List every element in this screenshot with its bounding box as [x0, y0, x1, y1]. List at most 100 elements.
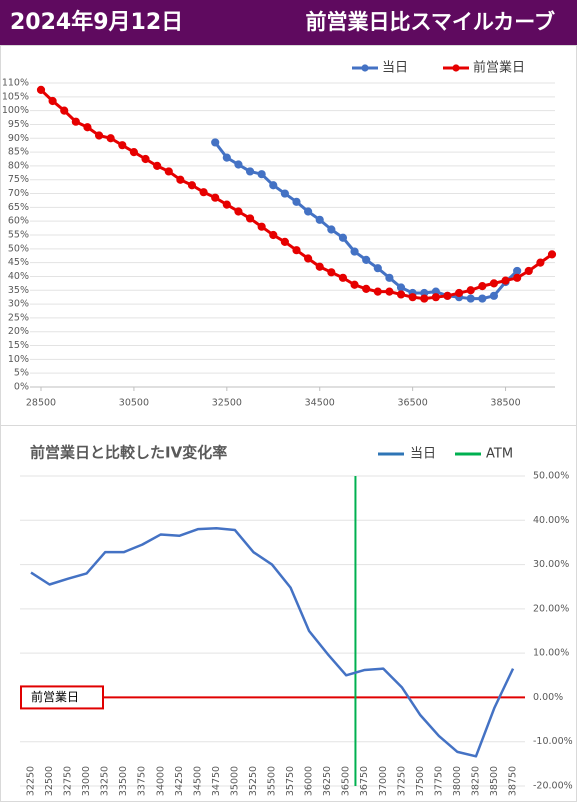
y-tick-label: 20%: [8, 326, 29, 337]
x-tick-label: 35250: [248, 766, 259, 796]
y-tick-label: 60%: [8, 216, 29, 227]
y-tick-label: 30.00%: [533, 559, 569, 570]
y-tick-label: 10.00%: [533, 648, 569, 659]
legend-label: ATM: [486, 447, 513, 462]
point: [362, 255, 371, 264]
point: [536, 258, 545, 267]
point: [547, 250, 557, 259]
chart-title: 前営業日と比較したIV変化率: [30, 444, 227, 462]
point: [524, 266, 533, 276]
point: [373, 264, 382, 273]
point: [431, 293, 440, 302]
point: [118, 141, 127, 150]
y-tick-label: 30%: [8, 299, 29, 310]
y-tick-label: 25%: [8, 312, 29, 323]
point: [94, 131, 104, 140]
point: [48, 96, 57, 106]
point: [396, 290, 406, 299]
x-tick-label: 33000: [81, 766, 92, 796]
point: [106, 134, 115, 143]
x-tick-label: 33500: [118, 766, 129, 796]
point: [420, 294, 429, 303]
x-tick-label: 34000: [155, 766, 166, 796]
point: [327, 268, 336, 277]
y-tick-label: 65%: [8, 202, 29, 213]
y-tick-label: 45%: [8, 257, 29, 268]
x-tick-label: 38750: [508, 766, 519, 796]
x-tick-label: 36500: [398, 398, 428, 409]
point: [245, 167, 255, 176]
point: [222, 200, 231, 209]
y-tick-label: 50.00%: [533, 471, 569, 482]
x-tick-label: 38000: [452, 766, 463, 796]
x-tick-label: 38500: [489, 766, 500, 796]
x-tick-label: 36500: [341, 766, 352, 796]
point: [141, 154, 150, 164]
y-tick-label: 95%: [8, 119, 29, 130]
point: [71, 117, 80, 126]
x-tick-label: 36250: [322, 766, 333, 796]
point: [396, 283, 406, 292]
y-tick-label: 0.00%: [533, 692, 563, 703]
point: [489, 279, 499, 288]
y-tick-label: 80%: [8, 160, 29, 171]
header-date: 2024年9月12日: [10, 9, 183, 35]
point: [478, 294, 487, 303]
y-tick-label: 85%: [8, 147, 29, 158]
x-tick-label: 28500: [26, 398, 56, 409]
y-tick-label: 40.00%: [533, 515, 569, 526]
point: [350, 247, 359, 256]
point: [373, 287, 382, 296]
x-tick-label: 30500: [119, 398, 149, 409]
y-tick-label: 0%: [14, 382, 29, 393]
x-tick-label: 34500: [305, 398, 335, 409]
y-tick-label: 55%: [8, 230, 29, 241]
x-tick-label: 35500: [267, 766, 278, 796]
y-tick-label: 5%: [14, 368, 29, 379]
point: [280, 237, 289, 247]
x-tick-label: 32750: [63, 766, 74, 796]
annotation-label: 前営業日: [31, 689, 79, 704]
point: [304, 254, 313, 263]
point: [315, 215, 324, 224]
point: [501, 276, 510, 285]
legend-label: 前営業日: [473, 60, 525, 76]
y-tick-label: 75%: [8, 174, 29, 185]
point: [443, 291, 452, 300]
y-tick-label: -10.00%: [533, 736, 573, 747]
y-tick-label: -20.00%: [533, 781, 573, 792]
point: [211, 138, 220, 147]
point: [222, 153, 231, 162]
x-tick-label: 32250: [26, 766, 37, 796]
point: [385, 287, 394, 296]
series-line: [30, 527, 515, 758]
x-tick-label: 35750: [285, 766, 296, 796]
point: [292, 246, 301, 255]
header-title: 前営業日比スマイルカーブ: [306, 10, 555, 34]
point: [408, 293, 417, 302]
x-tick-label: 36750: [359, 766, 370, 796]
x-tick-label: 37750: [433, 766, 444, 796]
legend-label: 当日: [382, 61, 408, 76]
legend-marker: [361, 64, 369, 72]
point: [478, 282, 487, 291]
point: [489, 291, 499, 300]
y-tick-label: 40%: [8, 271, 29, 282]
annotation-box: [20, 685, 104, 710]
point: [257, 222, 266, 231]
point: [269, 181, 278, 190]
point: [83, 123, 92, 132]
point: [269, 230, 278, 240]
point: [315, 262, 324, 271]
point: [176, 175, 185, 184]
y-tick-label: 50%: [8, 243, 29, 254]
y-tick-label: 90%: [8, 133, 29, 144]
point: [350, 280, 359, 289]
point: [338, 273, 348, 282]
x-tick-label: 36000: [304, 766, 315, 796]
point: [362, 284, 371, 293]
x-tick-label: 37000: [378, 766, 389, 796]
x-tick-label: 33750: [137, 766, 148, 796]
point: [36, 85, 46, 95]
